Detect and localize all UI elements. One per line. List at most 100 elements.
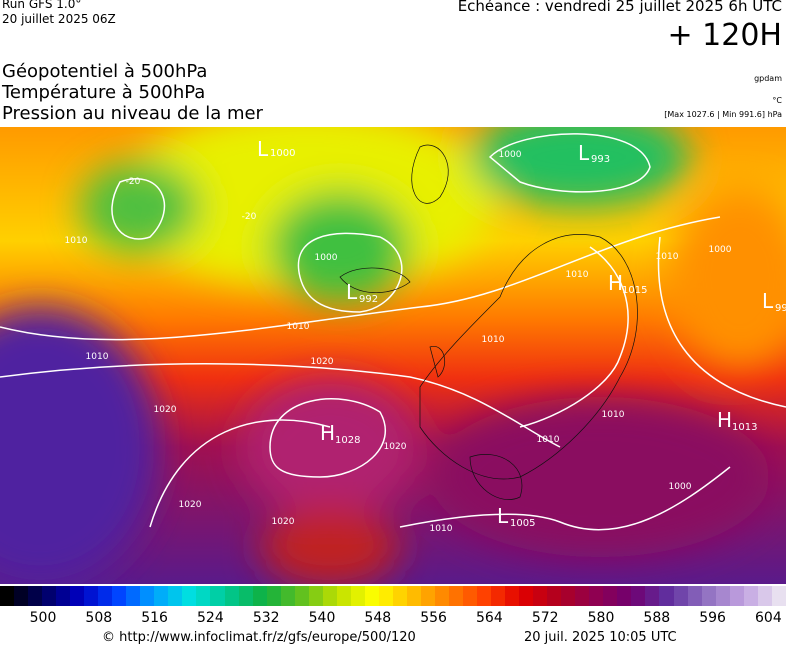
colorbar-swatch (701, 586, 716, 606)
colorbar-tick-label: 548 (364, 610, 392, 626)
contour-label: 1000 (669, 482, 692, 492)
colorbar-swatch (673, 586, 688, 606)
colorbar-tick-label: 580 (587, 610, 615, 626)
colorbar-swatch (252, 586, 267, 606)
pressure-value: 1005 (510, 518, 535, 529)
colorbar-swatch (771, 586, 786, 606)
colorbar-swatch (406, 586, 421, 606)
colorbar-swatch (420, 586, 435, 606)
contour-label: 1010 (537, 435, 560, 445)
map: L 1000 L 993 L 992 H 1015 L 990 H 1028 H… (0, 127, 786, 584)
pressure-value: 992 (359, 294, 378, 305)
pressure-letter: L (346, 280, 358, 304)
colorbar-swatch (126, 586, 141, 606)
pressure-value: 1028 (335, 435, 360, 446)
lead-time: + 120H (667, 18, 783, 53)
colorbar-swatch (140, 586, 155, 606)
colorbar-swatch (603, 586, 618, 606)
colorbar-swatch (434, 586, 449, 606)
contour-label: 1000 (709, 245, 732, 255)
contour-label: 1010 (65, 236, 88, 246)
colorbar-swatch (322, 586, 337, 606)
contour-label: 1000 (499, 150, 522, 160)
colorbar-tick-label: 588 (643, 610, 671, 626)
colorbar-swatch (0, 586, 15, 606)
contour-label: 1010 (602, 410, 625, 420)
valid-time: Echéance : vendredi 25 juillet 2025 6h U… (457, 0, 782, 15)
contour-label: 1010 (430, 524, 453, 534)
colorbar-swatch (659, 586, 674, 606)
colorbar-swatch (575, 586, 590, 606)
colorbar-swatch (350, 586, 365, 606)
contour-label: 1010 (566, 270, 589, 280)
copyright: © http://www.infoclimat.fr/z/gfs/europe/… (102, 630, 416, 645)
colorbar-swatch (449, 586, 464, 606)
colorbar-swatch (364, 586, 379, 606)
colorbar-swatch (547, 586, 562, 606)
pressure-letter: H (608, 271, 623, 295)
colorbar-swatch (308, 586, 323, 606)
colorbar-swatch (729, 586, 744, 606)
colorbar-tick-label: 604 (755, 610, 782, 626)
colorbar-swatch (477, 586, 492, 606)
colorbar-tick-label: 500 (29, 610, 57, 626)
colorbar-swatch (505, 586, 520, 606)
colorbar-tick-label: 532 (252, 610, 280, 626)
colorbar-swatch (617, 586, 632, 606)
colorbar-swatch (392, 586, 407, 606)
colorbar-tick-label: 596 (699, 610, 726, 626)
colorbar-swatch (687, 586, 702, 606)
pressure-letter: H (320, 421, 335, 445)
colorbar-swatch (266, 586, 281, 606)
colorbar-swatch (42, 586, 57, 606)
pressure-value: 990 (775, 303, 786, 314)
colorbar-swatch (757, 586, 772, 606)
legend-line: Température à 500hPa (2, 82, 206, 103)
colorbar-swatch (224, 586, 239, 606)
colorbar-swatch (533, 586, 548, 606)
colorbar-swatch (715, 586, 730, 606)
unit: °C (772, 96, 782, 105)
colorbar-swatch (589, 586, 604, 606)
colorbar-tick-label: 516 (141, 610, 168, 626)
colorbar-swatch (645, 586, 660, 606)
contour-label: 1020 (179, 500, 202, 510)
pressure-letter: L (578, 141, 590, 165)
pressure-letter: H (717, 408, 732, 432)
colorbar-swatch (56, 586, 71, 606)
pressure-value: 993 (591, 154, 610, 165)
pressure-letter: L (497, 504, 509, 528)
contour-label: 1020 (384, 442, 407, 452)
colorbar-swatch (238, 586, 253, 606)
colorbar-swatch (463, 586, 478, 606)
colorbar-swatch (280, 586, 295, 606)
colorbar-tick-label: 556 (420, 610, 447, 626)
contour-label: 1020 (154, 405, 177, 415)
colorbar-swatch (196, 586, 211, 606)
colorbar-swatch (561, 586, 576, 606)
unit: gpdam (754, 74, 782, 83)
run: Run GFS 1.0° (2, 0, 82, 11)
contour-label: 1010 (287, 322, 310, 332)
colorbar-swatch (743, 586, 758, 606)
pressure-value: 1015 (622, 285, 647, 296)
colorbar-swatch (84, 586, 99, 606)
colorbar-swatch (98, 586, 113, 606)
colorbar-swatch (378, 586, 393, 606)
contour-label: 1020 (311, 357, 334, 367)
contour-label: -20 (242, 212, 257, 222)
colorbar-swatch (14, 586, 29, 606)
contour-label: 1010 (482, 335, 505, 345)
colorbar-swatch (28, 586, 43, 606)
colorbar-tick-label: 540 (308, 610, 336, 626)
colorbar-swatch (294, 586, 309, 606)
contour-label: -20 (126, 177, 141, 187)
pressure-letter: L (762, 289, 774, 313)
contour-label: 1010 (656, 252, 679, 262)
colorbar-swatch (336, 586, 351, 606)
colorbar-swatch (182, 586, 197, 606)
contour-label: 1000 (315, 253, 338, 263)
legend-line: Pression au niveau de la mer (2, 103, 263, 124)
colorbar-swatch (519, 586, 534, 606)
